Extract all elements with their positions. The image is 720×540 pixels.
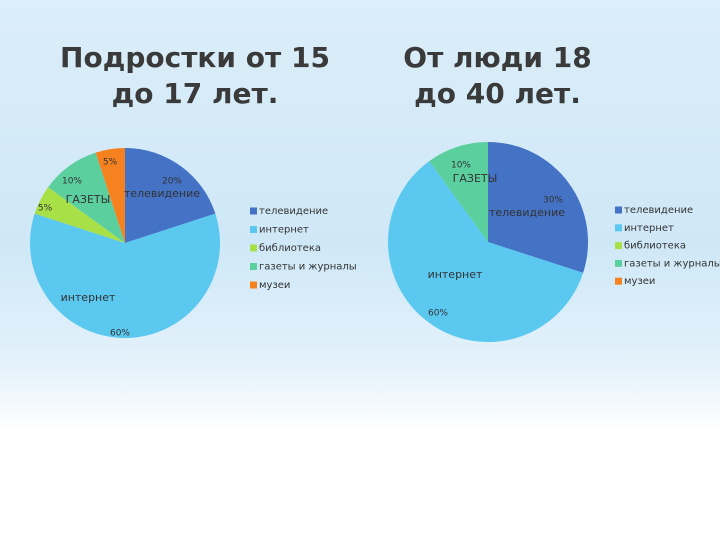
pie-slice — [48, 152, 125, 243]
data-label: 5% — [103, 158, 118, 168]
legend-label: библиотека — [624, 241, 686, 252]
legend-swatch — [250, 263, 257, 270]
pie-slice — [125, 148, 216, 243]
slice-label: ГАЗЕТЫ — [66, 193, 111, 206]
legend-label: библиотека — [259, 243, 321, 254]
pie-slice — [429, 142, 488, 242]
legend-swatch — [250, 244, 257, 252]
legend-label: интернет — [259, 225, 309, 236]
data-label: 5% — [38, 204, 53, 214]
data-label: 60% — [110, 329, 130, 339]
legend-label: интернет — [624, 223, 674, 234]
legend-label: музеи — [624, 276, 655, 287]
slice-label: интернет — [428, 268, 483, 281]
data-label: 60% — [428, 309, 448, 319]
data-label: 20% — [162, 177, 182, 187]
legend-swatch — [615, 259, 622, 267]
data-label: 30% — [543, 196, 563, 206]
legend-swatch — [250, 226, 257, 233]
slice-label: интернет — [61, 291, 116, 304]
legend-swatch — [615, 224, 622, 232]
legend-label: телевидение — [259, 206, 328, 217]
legend-label: телевидение — [624, 205, 693, 216]
legend-swatch — [615, 242, 622, 250]
legend-swatch — [250, 207, 257, 215]
pie-slice — [488, 142, 588, 273]
legend-label: газеты и журналы — [259, 262, 357, 273]
legend-swatch — [615, 277, 622, 285]
data-label: 10% — [62, 177, 82, 187]
pie-slice — [388, 161, 584, 342]
pie-slice — [34, 187, 126, 243]
chart-title: От люди 18 до 40 лет. — [403, 41, 592, 110]
legend-label: музеи — [259, 280, 290, 291]
slice-label: телевидение — [489, 206, 565, 219]
legend-label: газеты и журналы — [624, 258, 720, 269]
data-label: 10% — [451, 161, 471, 171]
pie-slice — [30, 213, 221, 338]
chart-title: Подростки от 15 до 17 лет. — [60, 41, 330, 110]
slice-label: телевидение — [124, 187, 200, 200]
legend-swatch — [615, 206, 622, 214]
pie-slice — [95, 148, 125, 243]
legend-swatch — [250, 281, 257, 289]
slice-label: ГАЗЕТЫ — [453, 172, 498, 185]
